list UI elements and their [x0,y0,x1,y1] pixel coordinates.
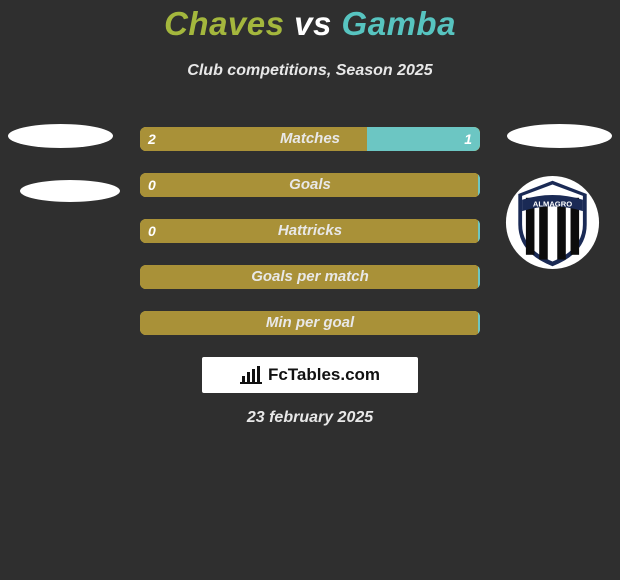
stat-row: Matches2 1 [140,127,480,151]
stat-label: Hattricks [140,219,480,243]
title-team2: Gamba [342,5,456,42]
stat-label: Min per goal [140,311,480,335]
stat-value-left: 0 [148,219,156,243]
stat-label: Matches [140,127,480,151]
team2-placeholder [507,124,612,148]
subtitle: Club competitions, Season 2025 [0,62,620,80]
stat-label: Goals per match [140,265,480,289]
team1-placeholder-2 [20,180,120,202]
title-vs: vs [294,5,332,42]
stat-value-left: 2 [148,127,156,151]
date-line: 23 february 2025 [0,409,620,427]
title-team1: Chaves [164,5,284,42]
stat-row: Min per goal [140,311,480,335]
stage: Chaves vs Gamba Club competitions, Seaso… [0,0,620,580]
team1-placeholder [8,124,113,148]
stat-value-left: 0 [148,173,156,197]
stat-row: Hattricks0 [140,219,480,243]
stat-row: Goals per match [140,265,480,289]
bar-chart-icon [240,366,262,384]
stat-label: Goals [140,173,480,197]
stat-value-right: 1 [464,127,472,151]
stat-row: Goals0 [140,173,480,197]
team2-badge: ALMAGRO [505,175,600,270]
brand-box: FcTables.com [202,357,418,393]
shield-ribbon-text: ALMAGRO [533,199,572,208]
page-title: Chaves vs Gamba [0,5,620,43]
brand-text: FcTables.com [268,365,380,385]
shield-icon: ALMAGRO [505,175,600,270]
